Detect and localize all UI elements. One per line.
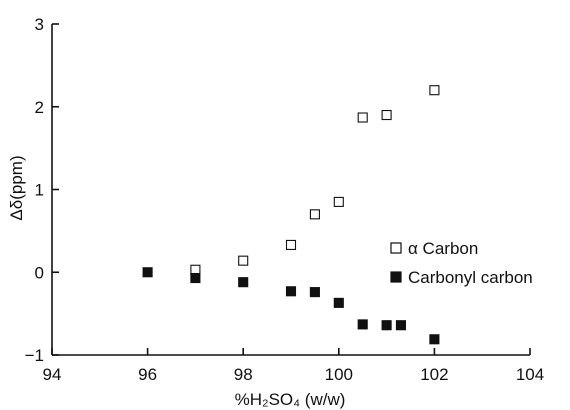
carbonyl-carbon-point [285,286,297,297]
alpha-carbon-point [333,196,344,207]
carbonyl-carbon-point [381,320,392,331]
y-ticks: −1 0 1 2 3 [25,15,59,365]
alpha-carbon-point [429,85,440,96]
carbonyl-carbon-point [395,320,406,331]
alpha-carbon-point [285,239,297,250]
alpha-carbon-point [238,255,249,266]
x-tick-label: 100 [325,365,353,384]
y-tick-label: 2 [35,98,44,117]
x-tick-label: 96 [138,365,157,384]
carbonyl-carbon-point [333,297,344,308]
legend-label: α Carbon [408,239,478,258]
carbonyl-carbon-point [429,334,440,345]
carbonyl-carbon-point [190,272,201,284]
data-points [142,85,440,345]
legend: α Carbon Carbonyl carbon [390,239,533,287]
carbonyl-carbon-point [238,277,249,288]
legend-marker [390,271,402,283]
y-tick-label: 1 [35,181,44,200]
carbonyl-carbon-point [142,267,153,278]
x-tick-label: 94 [43,365,62,384]
y-tick-label: −1 [25,346,44,365]
axes [51,24,530,356]
carbonyl-carbon-point [357,319,368,330]
y-tick-label: 3 [35,15,44,34]
x-tick-label: 104 [516,365,544,384]
alpha-carbon-point [309,209,320,220]
alpha-carbon-point [190,264,201,275]
x-axis-title: %H₂SO₄ (w/w) [235,390,346,409]
legend-label: Carbonyl carbon [408,268,533,287]
alpha-carbon-point [381,109,392,121]
x-ticks: 94 96 98 100 102 104 [43,348,544,384]
x-tick-label: 102 [420,365,448,384]
alpha-carbon-point [357,112,368,123]
y-tick-label: 0 [35,263,44,282]
carbonyl-carbon-point [309,287,320,298]
legend-marker [390,242,402,254]
x-tick-label: 98 [234,365,253,384]
y-axis-title: Δδ(ppm) [7,155,26,220]
